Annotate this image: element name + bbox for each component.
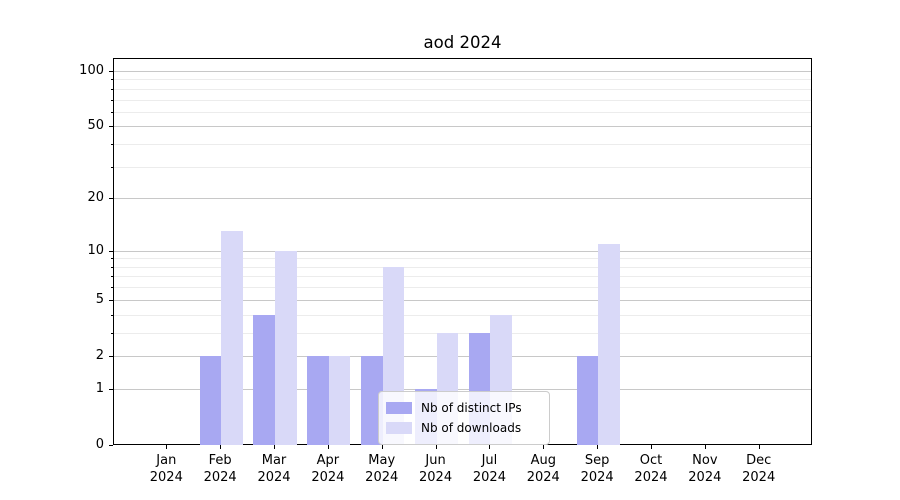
x-tick-label-jun-2024: Jun 2024	[419, 453, 453, 485]
x-tick-mark-4	[327, 445, 329, 449]
y-minor-tick-mark-70	[111, 99, 113, 101]
x-tick-mark-9	[597, 445, 599, 449]
gridline-minor-9	[114, 258, 811, 260]
x-tick-label-mar-2024: Mar 2024	[257, 453, 291, 485]
y-tick-label-100: 100	[79, 63, 104, 78]
legend-label-downloads: Nb of downloads	[421, 421, 522, 435]
y-tick-mark-1	[109, 388, 113, 390]
x-tick-mark-7	[489, 445, 491, 449]
gridline-major-20	[114, 198, 811, 200]
bar-nb-of-distinct-ips-sep-2024	[576, 355, 599, 445]
legend-swatch-distinct-ips	[386, 402, 412, 414]
gridline-major-50	[114, 126, 811, 128]
gridline-major-1	[114, 388, 811, 390]
legend: Nb of distinct IPs Nb of downloads	[378, 391, 550, 445]
gridline-minor-40	[114, 144, 811, 146]
y-minor-tick-mark-9	[111, 258, 113, 260]
gridline-major-100	[114, 71, 811, 72]
x-tick-mark-3	[274, 445, 276, 449]
gridline-minor-4	[114, 314, 811, 316]
x-tick-label-aug-2024: Aug 2024	[526, 453, 560, 485]
y-tick-label-5: 5	[95, 291, 104, 307]
x-tick-label-oct-2024: Oct 2024	[634, 453, 668, 485]
bar-nb-of-downloads-mar-2024	[275, 250, 297, 445]
bar-nb-of-distinct-ips-feb-2024	[199, 355, 222, 445]
gridline-minor-30	[114, 166, 811, 168]
bar-nb-of-distinct-ips-apr-2024	[307, 355, 329, 445]
bar-nb-of-downloads-feb-2024	[221, 231, 243, 445]
y-tick-label-10: 10	[87, 242, 104, 258]
chart-title: aod 2024	[423, 33, 502, 52]
legend-item-distinct-ips: Nb of distinct IPs	[386, 398, 541, 418]
y-minor-tick-mark-4	[111, 314, 113, 316]
x-tick-label-dec-2024: Dec 2024	[742, 453, 776, 485]
x-tick-mark-11	[704, 445, 706, 449]
x-tick-label-sep-2024: Sep 2024	[580, 453, 614, 485]
y-minor-tick-mark-30	[111, 166, 113, 168]
y-tick-mark-5	[109, 299, 113, 301]
x-tick-label-nov-2024: Nov 2024	[688, 453, 722, 485]
x-tick-mark-8	[543, 445, 545, 449]
legend-swatch-downloads	[386, 422, 412, 434]
x-tick-mark-5	[381, 445, 383, 449]
y-tick-label-50: 50	[87, 118, 104, 134]
gridline-minor-7	[114, 276, 811, 278]
x-tick-mark-2	[220, 445, 222, 449]
y-tick-mark-0	[109, 445, 113, 446]
x-tick-label-jul-2024: Jul 2024	[472, 453, 506, 485]
y-minor-tick-mark-80	[111, 88, 113, 90]
y-tick-mark-50	[109, 126, 113, 128]
y-tick-label-1: 1	[95, 380, 104, 396]
legend-item-downloads: Nb of downloads	[386, 418, 541, 438]
gridline-minor-60	[114, 111, 811, 113]
y-minor-tick-mark-3	[111, 332, 113, 334]
x-tick-label-jan-2024: Jan 2024	[149, 453, 183, 485]
gridline-major-2	[114, 355, 811, 357]
gridline-major-5	[114, 299, 811, 301]
gridline-major-10	[114, 250, 811, 252]
bar-nb-of-downloads-sep-2024	[598, 243, 620, 445]
y-tick-label-0: 0	[95, 437, 104, 452]
bar-nb-of-distinct-ips-may-2024	[361, 355, 383, 445]
x-tick-mark-10	[650, 445, 652, 449]
gridline-minor-8	[114, 266, 811, 268]
x-tick-mark-1	[166, 445, 168, 449]
y-minor-tick-mark-7	[111, 276, 113, 278]
x-tick-label-may-2024: May 2024	[365, 453, 399, 485]
y-tick-label-2: 2	[95, 347, 104, 363]
gridline-minor-80	[114, 88, 811, 90]
gridline-minor-3	[114, 332, 811, 334]
gridline-minor-6	[114, 287, 811, 289]
y-minor-tick-mark-8	[111, 266, 113, 268]
bar-nb-of-distinct-ips-mar-2024	[253, 314, 275, 445]
legend-label-distinct-ips: Nb of distinct IPs	[421, 401, 522, 415]
y-tick-label-20: 20	[87, 190, 104, 206]
y-minor-tick-mark-6	[111, 287, 113, 289]
y-minor-tick-mark-90	[111, 79, 113, 81]
y-tick-mark-100	[109, 71, 113, 72]
y-tick-mark-20	[109, 198, 113, 200]
x-tick-label-apr-2024: Apr 2024	[311, 453, 345, 485]
bar-nb-of-downloads-apr-2024	[328, 355, 351, 445]
y-tick-mark-2	[109, 355, 113, 357]
plot-area	[113, 58, 812, 445]
gridline-minor-90	[114, 79, 811, 81]
y-minor-tick-mark-60	[111, 111, 113, 113]
y-minor-tick-mark-40	[111, 144, 113, 146]
x-tick-label-feb-2024: Feb 2024	[203, 453, 237, 485]
x-tick-mark-12	[758, 445, 760, 449]
y-tick-mark-10	[109, 250, 113, 252]
x-tick-mark-6	[435, 445, 437, 449]
gridline-minor-70	[114, 99, 811, 101]
